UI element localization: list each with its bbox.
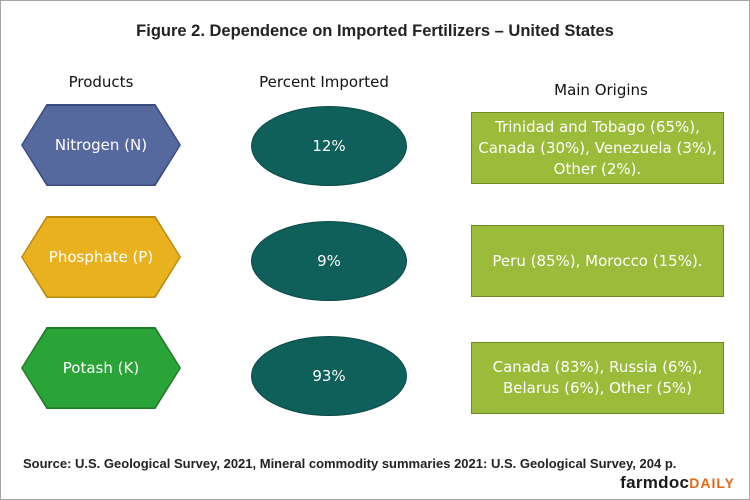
nitrogen-label: Nitrogen (N) bbox=[22, 105, 180, 185]
nitrogen-hexagon: Nitrogen (N) bbox=[21, 104, 181, 186]
phosphate-label: Phosphate (P) bbox=[22, 217, 180, 297]
phosphate-origins-box: Peru (85%), Morocco (15%). bbox=[471, 225, 724, 297]
figure-title: Figure 2. Dependence on Imported Fertili… bbox=[136, 22, 614, 40]
logo-text-daily: DAILY bbox=[689, 475, 735, 491]
potash-label: Potash (K) bbox=[22, 328, 180, 408]
logo-text-farmdoc: farmdoc bbox=[620, 473, 690, 492]
nitrogen-percent-ellipse: 12% bbox=[251, 106, 407, 186]
percent-imported-header: Percent Imported bbox=[259, 73, 389, 91]
potash-hexagon: Potash (K) bbox=[21, 327, 181, 409]
farmdoc-daily-logo: farmdocDAILY bbox=[620, 473, 735, 493]
potash-percent-ellipse: 93% bbox=[251, 336, 407, 416]
main-origins-header: Main Origins bbox=[554, 81, 648, 99]
source-note: Source: U.S. Geological Survey, 2021, Mi… bbox=[23, 456, 677, 471]
products-header: Products bbox=[68, 73, 134, 91]
phosphate-percent-ellipse: 9% bbox=[251, 221, 407, 301]
phosphate-hexagon: Phosphate (P) bbox=[21, 216, 181, 298]
nitrogen-origins-box: Trinidad and Tobago (65%), Canada (30%),… bbox=[471, 112, 724, 184]
potash-origins-box: Canada (83%), Russia (6%), Belarus (6%),… bbox=[471, 342, 724, 414]
